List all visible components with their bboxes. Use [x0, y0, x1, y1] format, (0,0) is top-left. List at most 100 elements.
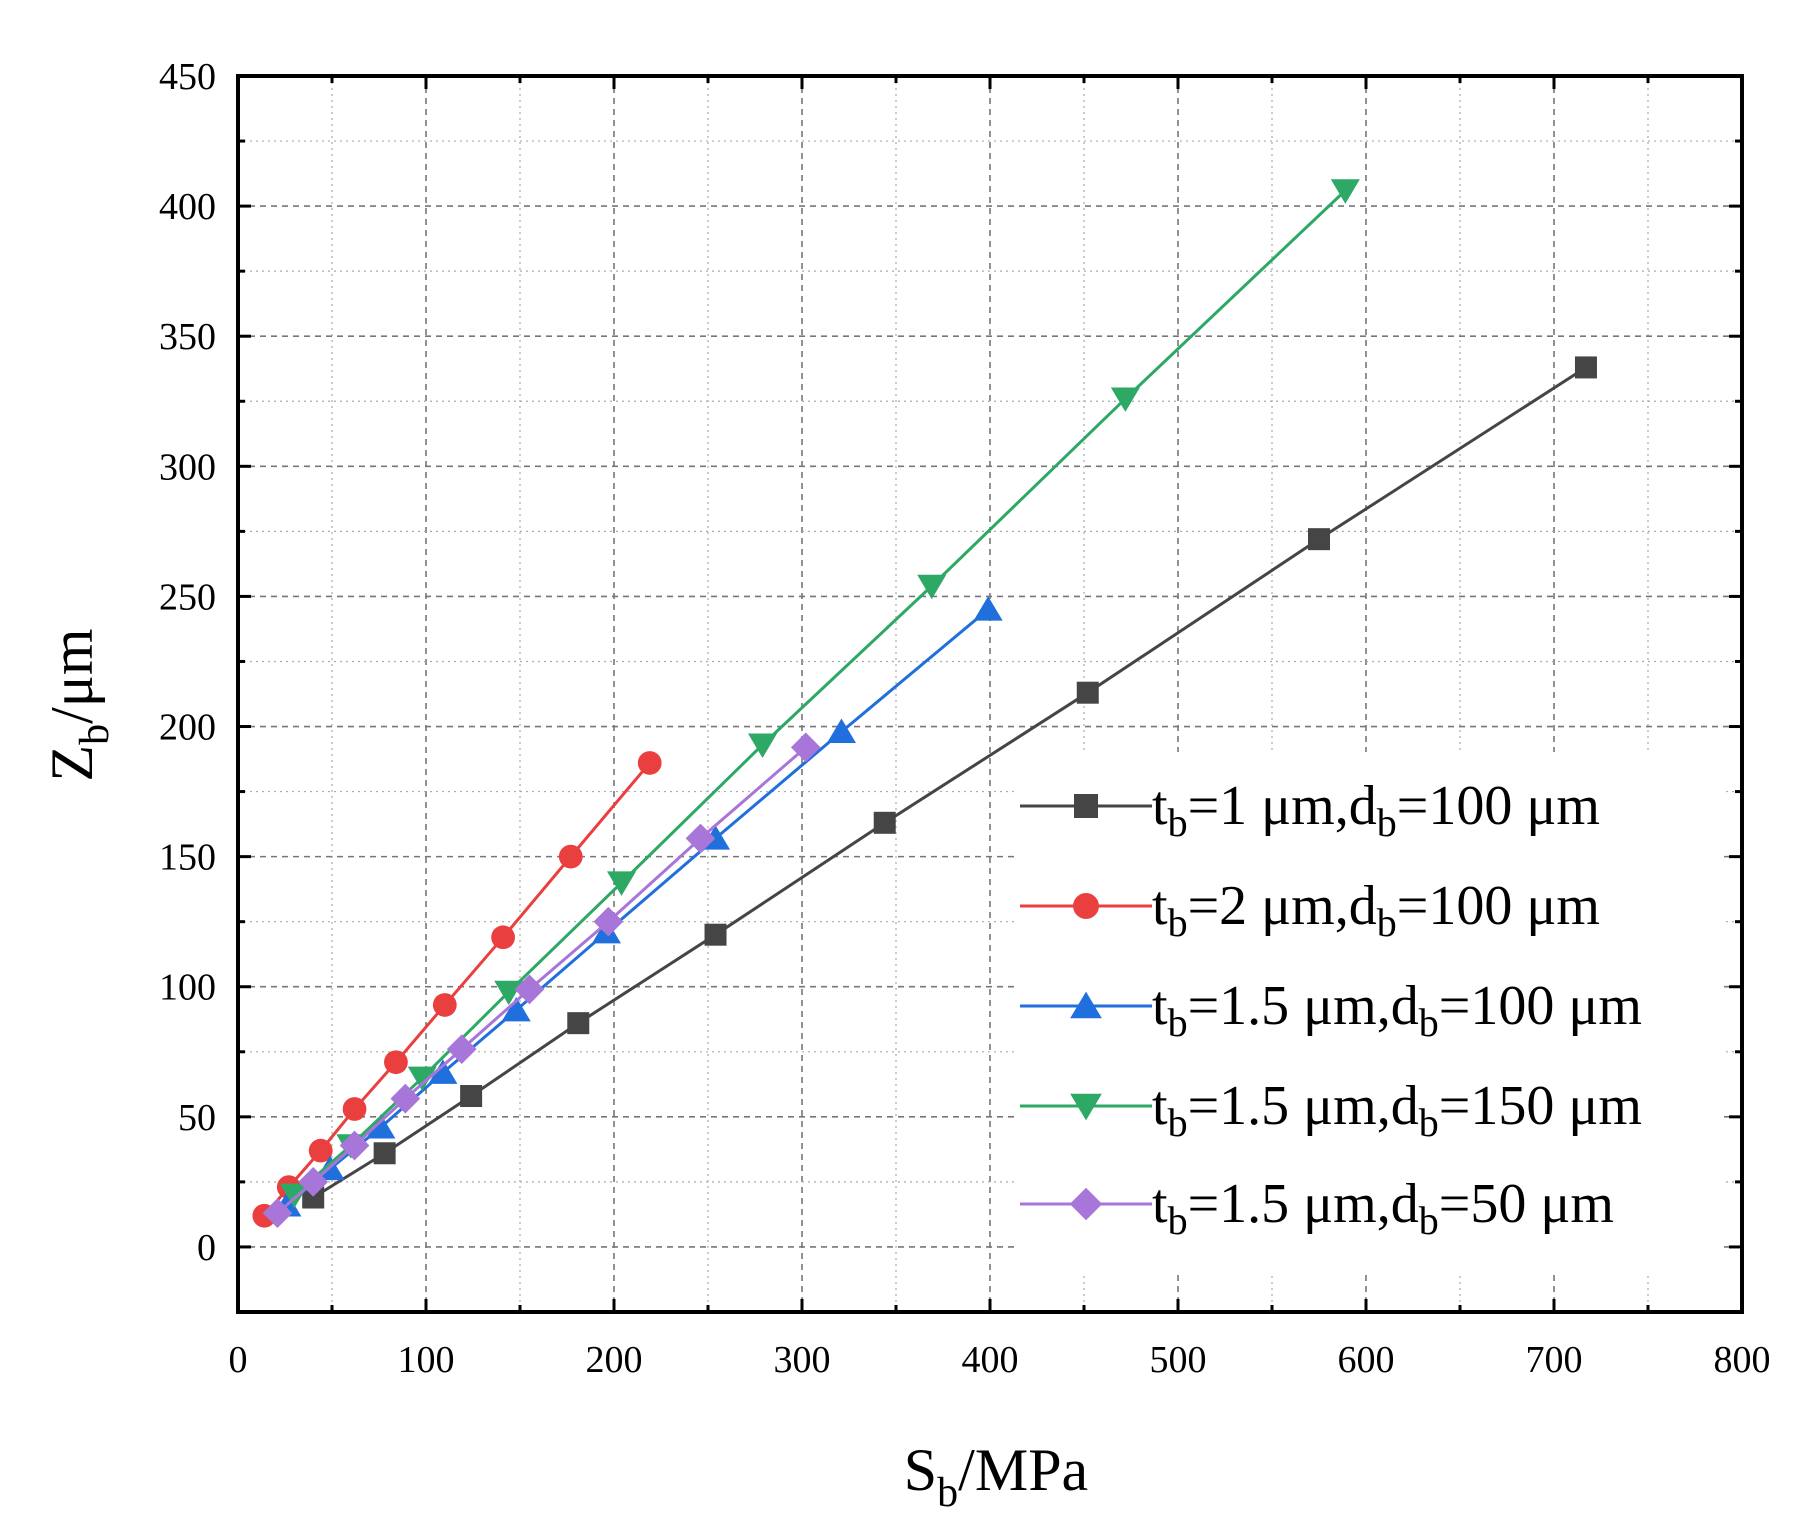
x-tick-label: 400: [962, 1339, 1019, 1381]
legend-label-part: =150 μm: [1439, 1075, 1642, 1137]
legend-label: tb=1.5 μm,db=150 μm: [1152, 1075, 1642, 1145]
x-tick-label: 500: [1150, 1339, 1207, 1381]
legend-label-sub: b: [1377, 900, 1397, 945]
data-point: [973, 596, 1003, 621]
data-point: [339, 1130, 370, 1161]
data-point: [501, 996, 531, 1022]
y-tick-label: 300: [159, 446, 216, 488]
legend-label-part: =50 μm: [1439, 1173, 1614, 1235]
x-tick-label: 600: [1338, 1339, 1395, 1381]
data-point: [491, 925, 515, 950]
data-point: [704, 923, 727, 946]
legend-item: tb=1.5 μm,db=150 μm: [1020, 1075, 1642, 1145]
data-point: [298, 1167, 329, 1197]
y-tick-label: 350: [159, 316, 216, 358]
legend-marker: [1069, 1187, 1103, 1221]
y-tick-label: 450: [159, 56, 216, 98]
data-point: [593, 906, 624, 937]
legend-label-part: =1.5 μm,d: [1188, 1173, 1419, 1235]
data-point: [637, 751, 662, 775]
legend-marker: [1073, 893, 1099, 919]
x-tick-label: 0: [229, 1339, 248, 1381]
x-axis-title-main: S: [904, 1437, 937, 1503]
legend-label: tb=1.5 μm,db=50 μm: [1152, 1173, 1614, 1243]
legend-label: tb=2 μm,db=100 μm: [1152, 875, 1600, 945]
data-point: [407, 1066, 437, 1092]
y-axis-title-main: Z: [39, 745, 105, 782]
legend-label: tb=1.5 μm,db=100 μm: [1152, 975, 1642, 1045]
legend-label-part: =1.5 μm,d: [1188, 975, 1419, 1037]
legend-label-sub: b: [1168, 1000, 1188, 1045]
legend-label-sub: b: [1377, 800, 1397, 845]
y-tick-label: 0: [197, 1227, 216, 1269]
legend-label-part: =100 μm: [1439, 975, 1642, 1037]
legend-item: tb=1.5 μm,db=50 μm: [1020, 1173, 1614, 1243]
data-point: [279, 1183, 309, 1209]
legend-label-part: =100 μm: [1397, 775, 1600, 837]
data-point: [428, 1059, 458, 1084]
data-point: [1574, 356, 1597, 379]
x-axis-title-rest: /MPa: [958, 1437, 1088, 1503]
data-point: [1308, 528, 1330, 551]
data-point: [567, 1012, 590, 1035]
x-tick-label: 700: [1526, 1339, 1583, 1381]
legend-marker: [1070, 991, 1102, 1019]
data-point: [494, 980, 524, 1006]
series-5: [262, 732, 821, 1228]
legend-item: tb=2 μm,db=100 μm: [1020, 875, 1600, 945]
data-point: [366, 1114, 396, 1139]
legend-label-sub: b: [1168, 800, 1188, 845]
y-tick-label: 100: [159, 967, 216, 1009]
data-point: [262, 1198, 293, 1228]
data-point: [390, 1083, 421, 1114]
legend-label-sub: b: [1419, 1198, 1439, 1243]
x-axis-title: Sb/MPa: [904, 1437, 1088, 1516]
legend-label-part: t: [1152, 975, 1168, 1037]
legend-label-part: t: [1152, 775, 1168, 837]
y-tick-label: 400: [159, 186, 216, 228]
data-point: [917, 574, 947, 600]
legend-label-part: =1.5 μm,d: [1188, 1075, 1419, 1137]
data-point: [1110, 387, 1140, 412]
legend-marker: [1074, 794, 1098, 818]
data-point: [826, 718, 856, 743]
legend-label-sub: b: [1419, 1000, 1439, 1045]
data-point: [342, 1097, 367, 1121]
series-1: [302, 356, 1597, 1209]
legend-item: tb=1.5 μm,db=100 μm: [1020, 975, 1642, 1045]
data-point: [558, 844, 583, 869]
data-point: [384, 1050, 408, 1075]
data-point: [432, 993, 457, 1017]
y-axis-title: Zb/μm: [39, 628, 118, 781]
legend-label-part: t: [1152, 1075, 1168, 1137]
x-tick-label: 200: [586, 1339, 643, 1381]
y-tick-label: 200: [159, 707, 216, 749]
data-point: [790, 732, 821, 763]
legend-label: tb=1 μm,db=100 μm: [1152, 775, 1600, 845]
x-tick-label: 300: [774, 1339, 831, 1381]
x-tick-label: 800: [1714, 1339, 1771, 1381]
series-4: [279, 179, 1360, 1209]
y-tick-label: 50: [178, 1097, 216, 1139]
legend-marker: [1070, 1093, 1102, 1121]
legend-label-part: =1 μm,d: [1188, 775, 1377, 837]
data-point: [302, 1186, 325, 1209]
data-point: [748, 733, 778, 758]
legend-label-sub: b: [1419, 1100, 1439, 1145]
data-point: [873, 811, 896, 834]
axis-ticks: 0 100 200 300 400 500 600 700 800 0 50 100 150 200 250…: [159, 56, 1771, 1381]
data-point: [308, 1138, 333, 1163]
legend-label-part: t: [1152, 1173, 1168, 1235]
series-2: [252, 751, 662, 1228]
legend-label-part: t: [1152, 875, 1168, 937]
legend-label-part: =100 μm: [1397, 875, 1600, 937]
data-point: [607, 871, 637, 896]
legend-box: [1018, 752, 1724, 1272]
x-tick-label: 100: [398, 1339, 455, 1381]
legend-label-sub: b: [1168, 900, 1188, 945]
legend-label-sub: b: [1168, 1198, 1188, 1243]
y-axis-title-sub: b: [72, 724, 118, 745]
legend-label-sub: b: [1168, 1100, 1188, 1145]
